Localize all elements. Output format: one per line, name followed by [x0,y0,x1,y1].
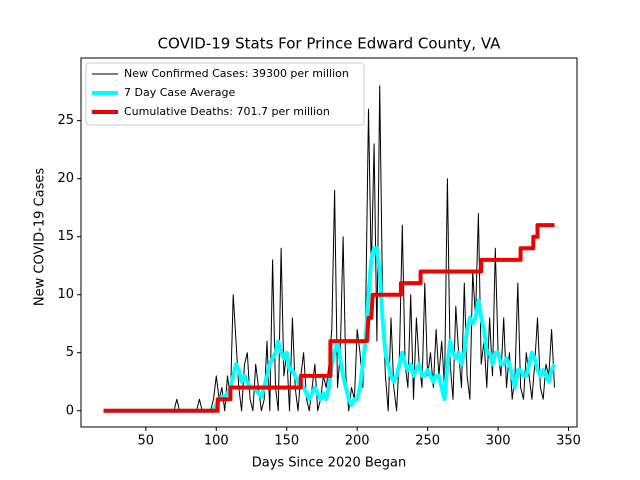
x-tick-label: 200 [345,434,370,449]
y-tick-label: 25 [57,113,74,128]
x-tick-label: 250 [415,434,440,449]
x-tick-label: 300 [486,434,511,449]
x-tick-label: 150 [274,434,299,449]
x-axis-label: Days Since 2020 Began [252,456,407,471]
plot-frame [80,57,578,428]
y-tick-label: 15 [57,229,74,244]
legend-label: New Confirmed Cases: 39300 per million [124,67,349,80]
y-tick-label: 20 [57,171,74,186]
y-axis-label: New COVID-19 Cases [33,168,48,306]
legend-box [85,62,365,126]
y-tick-label: 10 [57,287,74,302]
x-tick-label: 350 [556,434,581,449]
legend-label: Cumulative Deaths: 701.7 per million [124,105,330,118]
x-tick-label: 100 [204,434,229,449]
series-line [103,223,555,413]
x-tick-label: 50 [138,434,155,449]
chart-title: COVID-19 Stats For Prince Edward County,… [158,35,502,53]
legend-label: 7 Day Case Average [124,86,236,99]
y-tick-label: 5 [66,345,74,360]
y-tick-label: 0 [66,403,74,418]
